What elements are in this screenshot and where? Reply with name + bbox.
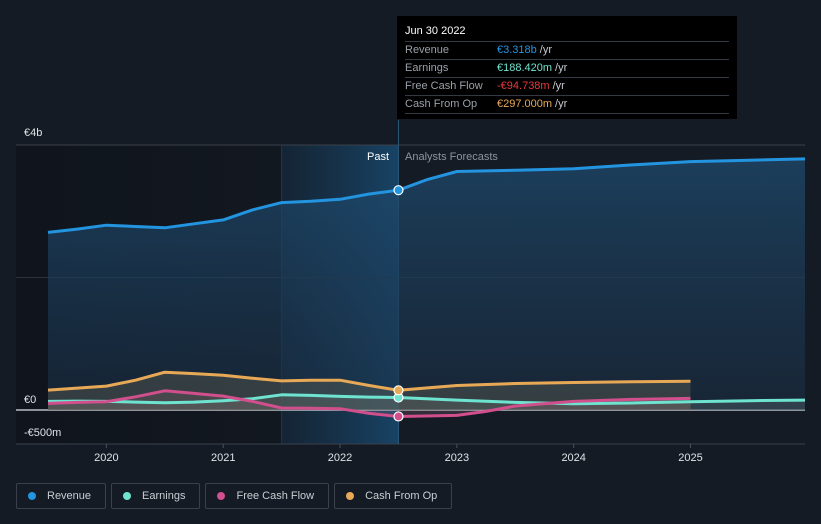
legend-item-cash-from-op[interactable]: Cash From Op — [334, 483, 453, 509]
x-tick-label-2024: 2024 — [561, 452, 585, 464]
past-label: Past — [367, 151, 389, 163]
tooltip-value: €297.000m — [497, 98, 553, 110]
legend-item-earnings[interactable]: Earnings — [111, 483, 201, 509]
tooltip-row-free-cash-flow: Free Cash Flow -€94.738m /yr — [405, 78, 729, 96]
tooltip-unit: /yr — [555, 62, 568, 74]
tooltip-value: €3.318b — [497, 44, 537, 56]
tooltip-unit: /yr — [552, 80, 565, 92]
y-tick-label-neg500m: -€500m — [24, 427, 61, 439]
series-line-free-cash-flow — [47, 389, 691, 418]
data-point-revenue — [393, 185, 404, 196]
area-revenue — [48, 158, 805, 410]
x-tick-label-2023: 2023 — [445, 452, 469, 464]
tooltip-unit: /yr — [539, 44, 552, 56]
tooltip-row-cash-from-op: Cash From Op €297.000m /yr — [405, 96, 729, 114]
y-tick-label-0: €0 — [24, 394, 36, 406]
legend-dot-icon — [28, 492, 36, 500]
area-free-cash-flow — [48, 390, 691, 417]
y-tick-label-4b: €4b — [24, 127, 42, 139]
x-tick-label-2025: 2025 — [678, 452, 702, 464]
legend: Revenue Earnings Free Cash Flow Cash Fro… — [16, 483, 453, 509]
legend-item-revenue[interactable]: Revenue — [16, 483, 107, 509]
tooltip-row-earnings: Earnings €188.420m /yr — [405, 60, 729, 78]
legend-label: Cash From Op — [365, 490, 438, 502]
tooltip-label: Free Cash Flow — [405, 80, 483, 92]
tooltip-date: Jun 30 2022 — [405, 24, 729, 42]
series-line-earnings — [47, 393, 806, 406]
data-point-cash-from-op — [393, 385, 404, 396]
legend-item-free-cash-flow[interactable]: Free Cash Flow — [205, 483, 330, 509]
legend-dot-icon — [346, 492, 355, 500]
legend-label: Free Cash Flow — [236, 490, 315, 502]
forecast-label: Analysts Forecasts — [405, 151, 498, 163]
area-earnings — [48, 394, 805, 410]
legend-dot-icon — [217, 492, 226, 500]
series-line-cash-from-op — [47, 370, 691, 392]
tooltip-unit: /yr — [555, 98, 568, 110]
series-line-revenue — [47, 157, 806, 234]
tooltip-row-revenue: Revenue €3.318b /yr — [405, 42, 729, 60]
tooltip-label: Revenue — [405, 44, 450, 56]
data-point-free-cash-flow — [393, 411, 404, 422]
tooltip-value: -€94.738m — [497, 80, 550, 92]
x-tick-label-2022: 2022 — [328, 452, 352, 464]
legend-label: Earnings — [142, 490, 186, 502]
legend-label: Revenue — [47, 490, 92, 502]
tooltip: Jun 30 2022 Revenue €3.318b /yr Earnings… — [397, 16, 737, 119]
tooltip-label: Earnings — [405, 62, 449, 74]
legend-dot-icon — [123, 492, 132, 500]
tooltip-value: €188.420m — [497, 62, 553, 74]
x-tick-label-2021: 2021 — [211, 452, 235, 464]
tooltip-label: Cash From Op — [405, 98, 478, 110]
x-tick-label-2020: 2020 — [94, 452, 118, 464]
